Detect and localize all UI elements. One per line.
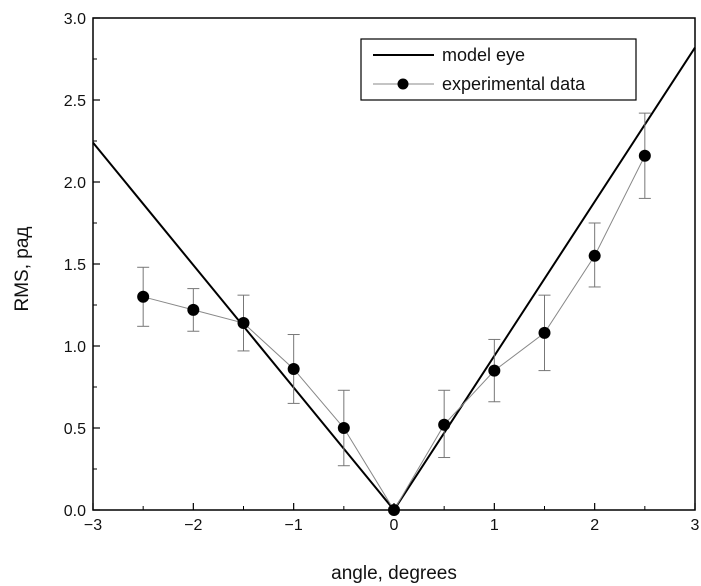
y-tick-label: 1.0 [64, 339, 86, 356]
data-point [187, 303, 200, 316]
data-point [237, 317, 250, 330]
y-tick-label: 0.5 [64, 421, 86, 438]
data-point [438, 418, 451, 431]
legend-box [360, 38, 637, 101]
legend-marker-experimental-data [397, 78, 409, 90]
series-layer [92, 46, 696, 516]
data-point [337, 422, 350, 434]
data-point [137, 290, 150, 303]
data-point [287, 362, 300, 375]
x-tick-label: 0 [390, 517, 399, 534]
x-axis-label: angle, degrees [331, 563, 457, 584]
x-tick-label: −1 [285, 517, 303, 534]
legend-entry-experimental-data: experimental data [442, 74, 586, 94]
data-point [538, 326, 551, 339]
legend: model eye experimental data [360, 38, 637, 101]
data-point [638, 149, 651, 162]
x-tick-label: 3 [691, 517, 700, 534]
x-tick-label: −2 [184, 517, 202, 534]
data-point [488, 364, 501, 377]
data-point [588, 249, 601, 262]
series-line-experimental-data [143, 155, 646, 511]
ticks-layer: −3 −2 −1 0 1 2 3 0.0 0.5 1.0 1.5 2.0 2.5 3.0 [64, 11, 700, 534]
y-tick-label: 3.0 [64, 11, 86, 28]
legend-entry-model-eye: model eye [442, 45, 525, 65]
y-tick-label: 2.5 [64, 93, 86, 110]
y-axis-label: RMS, рад [12, 227, 33, 312]
y-tick-label: 1.5 [64, 257, 86, 274]
y-tick-label: 2.0 [64, 175, 86, 192]
x-tick-label: 2 [590, 517, 599, 534]
x-tick-label: 1 [490, 517, 499, 534]
y-tick-label: 0.0 [64, 503, 86, 520]
x-tick-label: −3 [84, 517, 102, 534]
series-line-model-eye [92, 46, 696, 512]
